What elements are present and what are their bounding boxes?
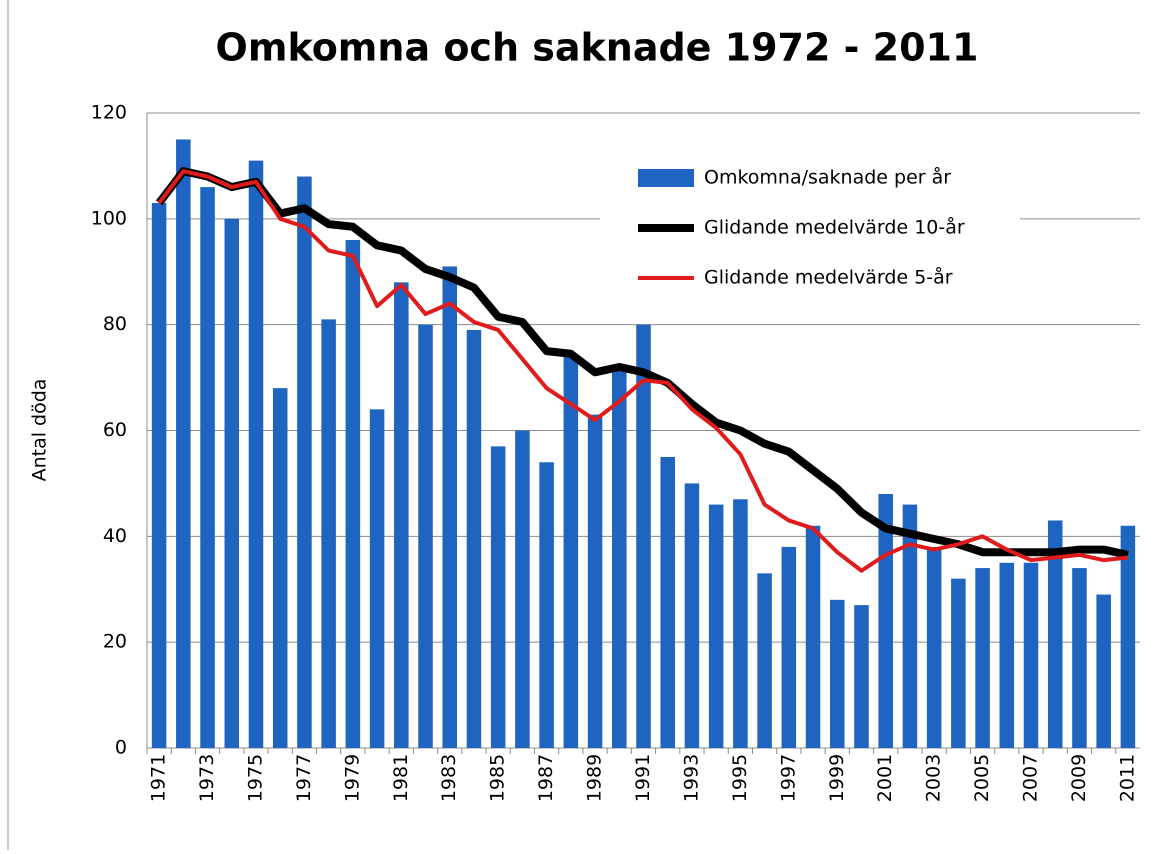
x-tick-label: 2001 <box>874 754 896 802</box>
legend-label: Glidande medelvärde 5-år <box>704 266 953 289</box>
bar <box>394 282 409 748</box>
bar <box>224 218 240 749</box>
bar <box>369 409 385 748</box>
bar <box>563 356 579 748</box>
y-tick-label: 20 <box>103 631 127 653</box>
x-tick-label: 1999 <box>826 754 848 802</box>
bar <box>999 562 1015 748</box>
bar <box>539 462 554 748</box>
bar <box>466 329 482 748</box>
bar <box>587 414 603 748</box>
x-tick-label: 1971 <box>148 754 170 802</box>
x-tick-label: 1991 <box>632 754 654 802</box>
x-tick-label: 1983 <box>438 754 460 802</box>
bar <box>515 430 530 748</box>
bar <box>951 578 966 748</box>
x-tick-label: 2009 <box>1068 754 1090 802</box>
x-tick-label: 2005 <box>971 754 993 802</box>
legend-label: Omkomna/saknade per år <box>704 166 951 189</box>
y-tick-label: 80 <box>103 313 127 335</box>
bar <box>636 324 651 748</box>
bar <box>248 160 264 748</box>
x-tick-label: 1987 <box>535 754 557 802</box>
x-tick-label: 2003 <box>923 754 945 802</box>
legend-swatch <box>638 169 694 187</box>
bar <box>708 504 724 748</box>
y-tick-label: 120 <box>91 102 127 124</box>
bar <box>757 573 772 748</box>
x-tick-label: 1985 <box>487 754 509 802</box>
x-tick-label: 1997 <box>777 754 799 802</box>
bar <box>805 525 821 748</box>
x-tick-label: 1977 <box>293 754 315 802</box>
bar <box>297 176 312 748</box>
bar <box>345 240 361 748</box>
x-tick-label: 1975 <box>244 754 266 802</box>
bar <box>1120 525 1136 748</box>
legend-label: Glidande medelvärde 10-år <box>704 216 965 239</box>
bar <box>418 324 433 748</box>
bar <box>442 266 458 748</box>
x-tick-label: 1989 <box>584 754 606 802</box>
bar <box>733 499 748 748</box>
bar <box>684 483 700 748</box>
bar <box>781 546 797 748</box>
x-tick-label: 1981 <box>390 754 412 802</box>
bar <box>660 456 675 748</box>
line <box>155 167 1129 559</box>
bar <box>176 139 191 749</box>
y-axis-label: Antal döda <box>29 379 51 482</box>
bar <box>151 202 167 749</box>
x-tick-label: 1993 <box>680 754 702 802</box>
bar <box>1072 568 1087 748</box>
bar <box>1047 520 1063 748</box>
bar <box>854 605 869 748</box>
bar <box>1023 562 1039 748</box>
bar <box>926 546 942 748</box>
line <box>157 169 1129 573</box>
y-tick-label: 60 <box>103 419 127 441</box>
bar <box>902 504 918 748</box>
bar <box>975 568 990 748</box>
bar <box>612 367 627 748</box>
bar <box>1096 594 1111 748</box>
x-tick-label: 1979 <box>341 754 363 802</box>
chart-title: Omkomna och saknade 1972 - 2011 <box>216 26 979 70</box>
x-tick-label: 1995 <box>729 754 751 802</box>
bar <box>829 599 845 748</box>
y-tick-label: 0 <box>115 737 127 759</box>
bar <box>272 388 288 748</box>
bar <box>200 187 215 749</box>
x-tick-label: 2007 <box>1020 754 1042 802</box>
y-tick-label: 100 <box>91 207 127 229</box>
x-tick-label: 1973 <box>196 754 218 802</box>
bar <box>490 446 506 748</box>
x-tick-label: 2011 <box>1116 754 1138 802</box>
bar <box>321 319 336 748</box>
y-tick-label: 40 <box>103 525 127 547</box>
